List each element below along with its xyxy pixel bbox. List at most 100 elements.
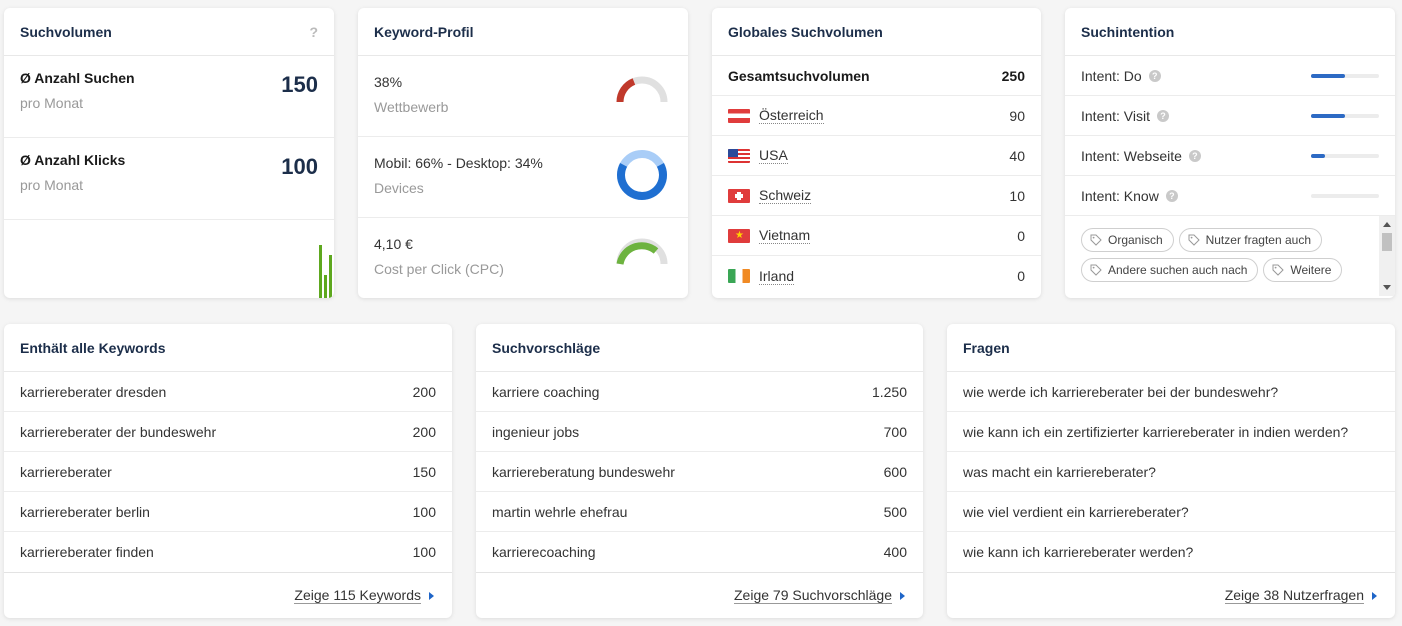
avg-searches-label: Ø Anzahl Suchen <box>20 70 135 86</box>
suggestions-list: karriere coaching 1.250 ingenieur jobs 700… <box>476 372 923 572</box>
intent-bar <box>1311 153 1379 158</box>
show-questions-link[interactable]: Zeige 38 Nutzerfragen <box>947 572 1395 618</box>
avg-clicks-label: Ø Anzahl Klicks <box>20 152 126 168</box>
suggestion-row[interactable]: martin wehrle ehefrau 500 <box>476 492 923 532</box>
show-keywords-text[interactable]: Zeige 115 Keywords <box>294 587 421 604</box>
scroll-thumb[interactable] <box>1382 233 1392 251</box>
scroll-up-icon[interactable] <box>1383 222 1391 227</box>
show-suggestions-text[interactable]: Zeige 79 Suchvorschläge <box>734 587 892 604</box>
question-row[interactable]: wie kann ich karriereberater werden? <box>947 532 1395 572</box>
card-title: Globales Suchvolumen <box>712 8 1041 56</box>
country-value: 0 <box>1017 268 1025 284</box>
suggestion-text: karriereberatung bundeswehr <box>492 463 675 480</box>
country-name[interactable]: Schweiz <box>759 187 812 204</box>
competition-block: 38% Wettbewerb <box>358 56 688 137</box>
question-text: wie viel verdient ein karriereberater? <box>963 503 1189 520</box>
scroll-down-icon[interactable] <box>1383 285 1391 290</box>
suggestion-row[interactable]: karriereberatung bundeswehr 600 <box>476 452 923 492</box>
tag-more[interactable]: Weitere <box>1263 258 1343 282</box>
keyword-text: karriereberater <box>20 463 112 480</box>
help-icon[interactable]: ? <box>1165 189 1178 202</box>
country-name[interactable]: Irland <box>759 267 795 285</box>
tag-related-searches[interactable]: Andere suchen auch nach <box>1081 258 1259 282</box>
keywords-card: Enthält alle Keywords karriereberater dr… <box>4 324 452 618</box>
avg-clicks-value: 100 <box>281 154 318 179</box>
country-value: 40 <box>1009 147 1025 164</box>
show-questions-text[interactable]: Zeige 38 Nutzerfragen <box>1224 587 1364 604</box>
cpc-value: 4,10 € <box>374 236 413 252</box>
suggestion-row[interactable]: ingenieur jobs 700 <box>476 412 923 452</box>
suchvolumen-card: Suchvolumen ? Ø Anzahl Suchen pro Monat … <box>4 8 334 298</box>
question-row[interactable]: wie viel verdient ein karriereberater? <box>947 492 1395 532</box>
arrow-right-icon <box>900 591 905 600</box>
questions-list: wie werde ich karriereberater bei der bu… <box>947 372 1395 572</box>
keyword-text: karriereberater der bundeswehr <box>20 423 217 440</box>
tag-label: Organisch <box>1108 233 1163 247</box>
avg-clicks-block: Ø Anzahl Klicks pro Monat 100 <box>4 138 334 220</box>
suggestions-title: Suchvorschläge <box>492 339 601 356</box>
keyword-row[interactable]: karriereberater 150 <box>4 452 452 492</box>
vietnam-flag-icon: ★ <box>728 228 750 243</box>
keyword-text: karriereberater berlin <box>20 503 150 520</box>
keyword-text: karriereberater dresden <box>20 383 167 400</box>
cpc-gauge <box>616 238 668 265</box>
card-title: Fragen <box>947 324 1395 372</box>
intent-bar-fill <box>1311 113 1345 118</box>
switzerland-flag-icon <box>728 188 750 203</box>
search-intent-title: Suchintention <box>1081 23 1175 40</box>
tag-organic[interactable]: Organisch <box>1081 228 1174 252</box>
devices-block: Mobil: 66% - Desktop: 34% Devices <box>358 137 688 218</box>
arrow-right-icon <box>1372 591 1377 600</box>
trend-bar <box>324 275 327 298</box>
devices-value: Mobil: 66% - Desktop: 34% <box>374 155 543 171</box>
intent-label: Intent: Do <box>1081 67 1142 84</box>
ireland-flag-icon <box>728 269 750 283</box>
suggestion-volume: 1.250 <box>871 383 907 400</box>
show-keywords-link[interactable]: Zeige 115 Keywords <box>4 572 452 618</box>
country-name[interactable]: USA <box>759 147 788 164</box>
keyword-volume: 150 <box>412 463 436 480</box>
cpc-block: 4,10 € Cost per Click (CPC) <box>358 218 688 298</box>
tag-people-also-ask[interactable]: Nutzer fragten auch <box>1178 228 1322 252</box>
keywords-list: karriereberater dresden 200 karriereberat… <box>4 372 452 572</box>
intent-label: Intent: Webseite <box>1081 147 1182 164</box>
help-icon[interactable]: ? <box>309 23 318 40</box>
intent-row: Intent: Do? <box>1065 56 1395 96</box>
keyword-row[interactable]: karriereberater finden 100 <box>4 532 452 572</box>
usa-flag-icon <box>728 148 750 163</box>
cpc-gauge-fill <box>616 242 659 265</box>
keyword-row[interactable]: karriereberater berlin 100 <box>4 492 452 532</box>
question-row[interactable]: wie werde ich karriereberater bei der bu… <box>947 372 1395 412</box>
question-text: wie kann ich ein zertifizierter karriere… <box>963 423 1349 440</box>
question-row[interactable]: was macht ein karriereberater? <box>947 452 1395 492</box>
show-suggestions-link[interactable]: Zeige 79 Suchvorschläge <box>476 572 923 618</box>
country-name[interactable]: Österreich <box>759 107 824 124</box>
keyword-volume: 200 <box>412 383 436 400</box>
suggestion-row[interactable]: karrierecoaching 400 <box>476 532 923 572</box>
keyword-row[interactable]: karriereberater dresden 200 <box>4 372 452 412</box>
intent-bar <box>1311 73 1379 78</box>
intent-label: Intent: Know <box>1081 187 1159 204</box>
help-icon[interactable]: ? <box>1157 109 1170 122</box>
suggestion-text: karrierecoaching <box>492 544 596 560</box>
tags-scrollbar[interactable] <box>1379 216 1395 296</box>
keyword-row[interactable]: karriereberater der bundeswehr 200 <box>4 412 452 452</box>
avg-searches-block: Ø Anzahl Suchen pro Monat 150 <box>4 56 334 138</box>
suggestion-volume: 400 <box>883 544 907 560</box>
arrow-right-icon <box>429 591 434 600</box>
keyword-profil-card: Keyword-Profil 38% Wettbewerb Mobil: 66%… <box>358 8 688 298</box>
tag-label: Weitere <box>1290 263 1332 277</box>
country-name[interactable]: Vietnam <box>759 227 811 244</box>
questions-title: Fragen <box>963 339 1010 356</box>
question-row[interactable]: wie kann ich ein zertifizierter karriere… <box>947 412 1395 452</box>
country-row: Schweiz 10 <box>712 176 1041 216</box>
question-text: was macht ein karriereberater? <box>963 463 1156 480</box>
help-icon[interactable]: ? <box>1148 69 1161 82</box>
suggestion-text: karriere coaching <box>492 383 600 400</box>
country-value: 10 <box>1009 187 1025 204</box>
suggestion-row[interactable]: karriere coaching 1.250 <box>476 372 923 412</box>
country-row: ★ Vietnam 0 <box>712 216 1041 256</box>
avg-clicks-sub: pro Monat <box>20 177 84 193</box>
keyword-text: karriereberater finden <box>20 544 154 560</box>
help-icon[interactable]: ? <box>1188 149 1201 162</box>
